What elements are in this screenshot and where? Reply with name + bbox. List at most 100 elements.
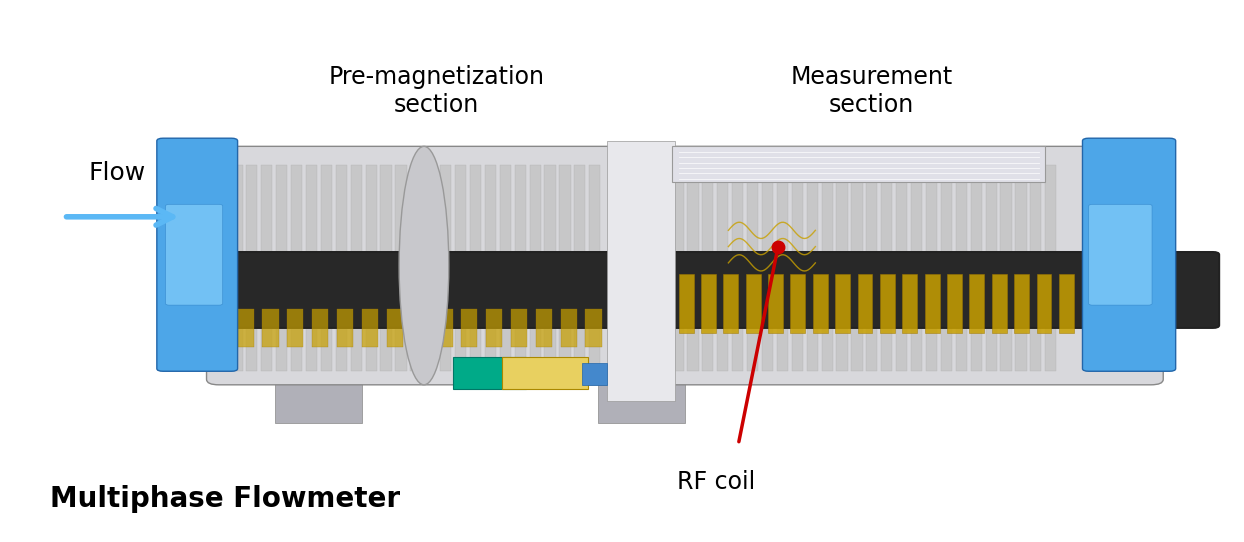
FancyBboxPatch shape	[857, 274, 872, 333]
FancyBboxPatch shape	[703, 165, 714, 371]
FancyBboxPatch shape	[287, 309, 304, 347]
FancyBboxPatch shape	[231, 165, 243, 371]
FancyBboxPatch shape	[970, 165, 982, 371]
FancyBboxPatch shape	[1082, 138, 1176, 371]
FancyBboxPatch shape	[276, 165, 287, 371]
FancyBboxPatch shape	[790, 274, 805, 333]
FancyBboxPatch shape	[1036, 274, 1051, 333]
Text: RF coil: RF coil	[677, 470, 755, 494]
FancyBboxPatch shape	[337, 309, 353, 347]
FancyBboxPatch shape	[165, 204, 223, 305]
FancyBboxPatch shape	[575, 165, 586, 371]
FancyBboxPatch shape	[924, 274, 939, 333]
FancyBboxPatch shape	[955, 165, 967, 371]
FancyBboxPatch shape	[470, 165, 481, 371]
FancyBboxPatch shape	[560, 165, 571, 371]
FancyBboxPatch shape	[902, 274, 917, 333]
FancyBboxPatch shape	[791, 165, 802, 371]
FancyBboxPatch shape	[1000, 165, 1011, 371]
FancyBboxPatch shape	[291, 165, 302, 371]
FancyBboxPatch shape	[718, 165, 729, 371]
FancyBboxPatch shape	[1030, 165, 1041, 371]
FancyBboxPatch shape	[851, 165, 862, 371]
FancyBboxPatch shape	[880, 274, 894, 333]
FancyBboxPatch shape	[336, 165, 347, 371]
FancyBboxPatch shape	[835, 274, 850, 333]
FancyBboxPatch shape	[688, 165, 699, 371]
Text: Flow: Flow	[88, 162, 146, 185]
FancyBboxPatch shape	[213, 252, 1219, 328]
FancyBboxPatch shape	[536, 309, 552, 347]
FancyBboxPatch shape	[238, 309, 254, 347]
FancyBboxPatch shape	[673, 165, 684, 371]
FancyBboxPatch shape	[351, 165, 362, 371]
FancyBboxPatch shape	[812, 274, 827, 333]
FancyBboxPatch shape	[412, 309, 428, 347]
FancyBboxPatch shape	[511, 309, 527, 347]
FancyBboxPatch shape	[306, 165, 317, 371]
FancyBboxPatch shape	[545, 165, 556, 371]
FancyBboxPatch shape	[321, 165, 332, 371]
FancyBboxPatch shape	[586, 309, 602, 347]
FancyBboxPatch shape	[515, 165, 526, 371]
FancyBboxPatch shape	[425, 165, 437, 371]
FancyBboxPatch shape	[366, 165, 377, 371]
FancyBboxPatch shape	[724, 274, 738, 333]
Ellipse shape	[399, 146, 449, 385]
FancyBboxPatch shape	[947, 274, 962, 333]
FancyBboxPatch shape	[926, 165, 937, 371]
FancyBboxPatch shape	[503, 357, 588, 389]
FancyBboxPatch shape	[991, 274, 1006, 333]
FancyBboxPatch shape	[207, 146, 1163, 385]
FancyBboxPatch shape	[746, 165, 758, 371]
FancyBboxPatch shape	[500, 165, 511, 371]
FancyBboxPatch shape	[866, 165, 877, 371]
FancyBboxPatch shape	[821, 165, 832, 371]
FancyBboxPatch shape	[702, 274, 717, 333]
FancyBboxPatch shape	[1015, 165, 1026, 371]
FancyBboxPatch shape	[381, 165, 392, 371]
FancyBboxPatch shape	[598, 369, 685, 423]
FancyBboxPatch shape	[896, 165, 907, 371]
FancyBboxPatch shape	[561, 309, 577, 347]
FancyBboxPatch shape	[881, 165, 892, 371]
FancyBboxPatch shape	[437, 309, 453, 347]
FancyBboxPatch shape	[262, 309, 279, 347]
FancyBboxPatch shape	[485, 165, 496, 371]
FancyBboxPatch shape	[362, 309, 378, 347]
FancyBboxPatch shape	[911, 165, 922, 371]
FancyBboxPatch shape	[582, 363, 607, 385]
FancyBboxPatch shape	[455, 165, 466, 371]
FancyBboxPatch shape	[157, 138, 238, 371]
Text: Measurement
section: Measurement section	[790, 65, 953, 117]
FancyBboxPatch shape	[969, 274, 984, 333]
FancyBboxPatch shape	[396, 165, 407, 371]
FancyBboxPatch shape	[1045, 165, 1056, 371]
FancyBboxPatch shape	[745, 274, 760, 333]
FancyBboxPatch shape	[761, 165, 773, 371]
FancyBboxPatch shape	[776, 165, 787, 371]
FancyBboxPatch shape	[940, 165, 952, 371]
FancyBboxPatch shape	[733, 165, 743, 371]
FancyBboxPatch shape	[1014, 274, 1029, 333]
FancyBboxPatch shape	[806, 165, 817, 371]
FancyBboxPatch shape	[246, 165, 258, 371]
FancyBboxPatch shape	[679, 274, 694, 333]
FancyBboxPatch shape	[387, 309, 403, 347]
FancyBboxPatch shape	[440, 165, 452, 371]
FancyBboxPatch shape	[590, 165, 601, 371]
FancyBboxPatch shape	[530, 165, 541, 371]
FancyBboxPatch shape	[462, 309, 478, 347]
FancyBboxPatch shape	[607, 141, 675, 401]
Text: Pre-magnetization
section: Pre-magnetization section	[328, 65, 545, 117]
Text: Multiphase Flowmeter: Multiphase Flowmeter	[50, 485, 401, 513]
FancyBboxPatch shape	[453, 357, 526, 389]
FancyBboxPatch shape	[261, 165, 272, 371]
FancyBboxPatch shape	[836, 165, 847, 371]
FancyBboxPatch shape	[985, 165, 996, 371]
FancyBboxPatch shape	[1088, 204, 1152, 305]
FancyBboxPatch shape	[275, 369, 362, 423]
FancyBboxPatch shape	[312, 309, 328, 347]
FancyBboxPatch shape	[486, 309, 503, 347]
FancyBboxPatch shape	[1059, 274, 1074, 333]
